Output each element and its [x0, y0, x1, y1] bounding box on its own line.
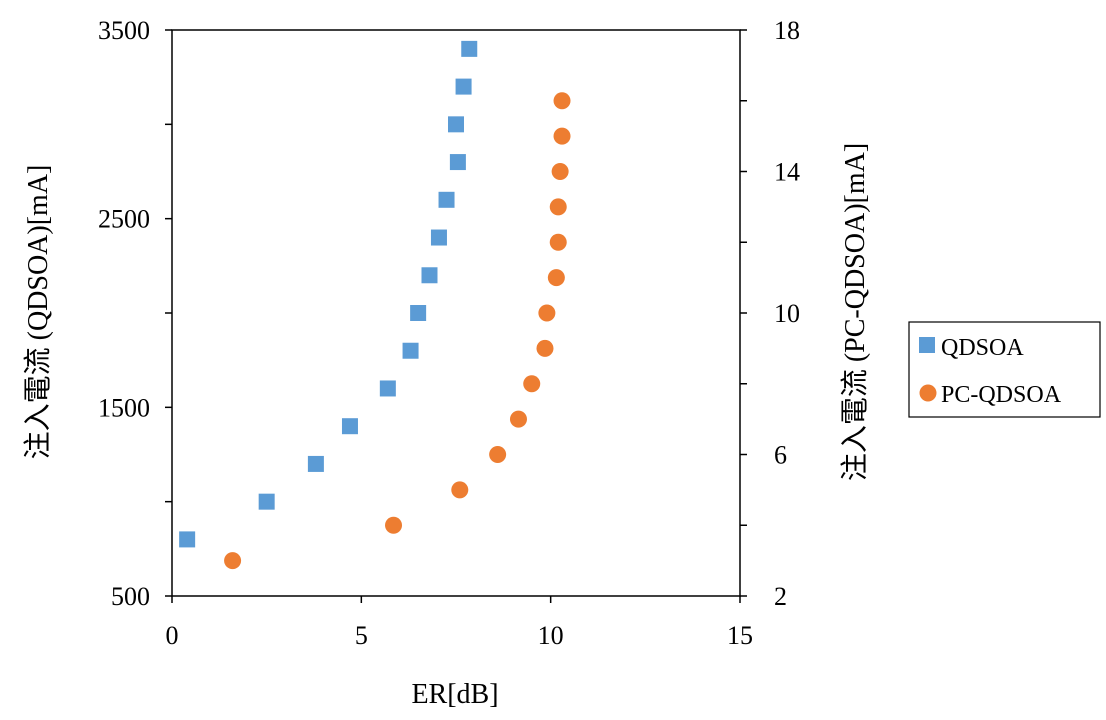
x-tick-label: 5	[355, 621, 368, 650]
qdsoa-point	[449, 154, 466, 171]
pc-qdsoa-point	[509, 410, 527, 428]
qdsoa-point	[448, 116, 464, 133]
pc-qdsoa-point	[553, 127, 571, 145]
left-y-tick-label: 2500	[98, 205, 150, 234]
pc-qdsoa-point	[553, 92, 571, 110]
right-y-tick-label: 10	[774, 299, 800, 328]
legend-label-qdsoa: QDSOA	[941, 335, 1024, 361]
right-y-tick-label: 18	[774, 16, 800, 45]
pc-qdsoa-point	[224, 552, 242, 570]
pc-qdsoa-point	[489, 446, 507, 463]
left-y-tick-label: 1500	[98, 393, 150, 422]
right-y-axis-title: 注入電流 (PC-QDSOA)[mA]	[839, 143, 871, 481]
qdsoa-point	[258, 493, 275, 510]
qdsoa-point	[461, 40, 478, 57]
data-points	[179, 40, 571, 570]
right-y-tick-label: 14	[774, 158, 800, 187]
left-y-tick-label: 500	[111, 582, 150, 611]
qdsoa-point	[455, 78, 472, 95]
qdsoa-point	[430, 229, 447, 246]
qdsoa-point	[410, 305, 427, 321]
pc-qdsoa-point	[538, 304, 556, 322]
qdsoa-point	[341, 418, 358, 435]
x-tick-label: 0	[166, 621, 179, 650]
legend: QDSOA PC-QDSOA	[908, 321, 1101, 418]
right-y-axis: 2 6 10 14 18	[740, 16, 800, 611]
right-y-tick-label: 6	[774, 441, 787, 470]
left-y-axis-title: 注入電流 (QDSOA)[mA]	[22, 165, 54, 460]
qdsoa-point	[421, 267, 438, 284]
legend-label-pc-qdsoa: PC-QDSOA	[941, 382, 1062, 408]
pc-qdsoa-point	[385, 516, 403, 534]
pc-qdsoa-point	[549, 198, 567, 216]
x-axis-title: ER[dB]	[411, 679, 498, 710]
plot-frame	[171, 29, 741, 597]
pc-qdsoa-point	[523, 375, 541, 393]
pc-qdsoa-point	[551, 163, 569, 180]
legend-marker-qdsoa	[919, 337, 935, 353]
left-y-tick-label: 3500	[98, 16, 150, 45]
legend-box	[908, 321, 1101, 418]
pc-qdsoa-point	[547, 269, 565, 287]
x-tick-label: 10	[538, 621, 564, 650]
plot-area	[171, 29, 741, 597]
pc-qdsoa-point	[451, 481, 469, 499]
left-y-axis: 500 1500 2500 3500	[98, 16, 172, 611]
x-tick-label: 15	[727, 621, 753, 650]
qdsoa-point	[307, 455, 324, 472]
qdsoa-point	[179, 531, 196, 548]
x-axis: 0 5 10 15	[166, 596, 753, 650]
pc-qdsoa-point	[536, 339, 554, 357]
qdsoa-point	[402, 342, 419, 359]
pc-qdsoa-point	[549, 233, 567, 251]
qdsoa-point	[438, 191, 455, 208]
right-y-tick-label: 2	[774, 582, 787, 611]
legend-marker-pc-qdsoa	[919, 384, 937, 402]
qdsoa-point	[379, 380, 396, 397]
